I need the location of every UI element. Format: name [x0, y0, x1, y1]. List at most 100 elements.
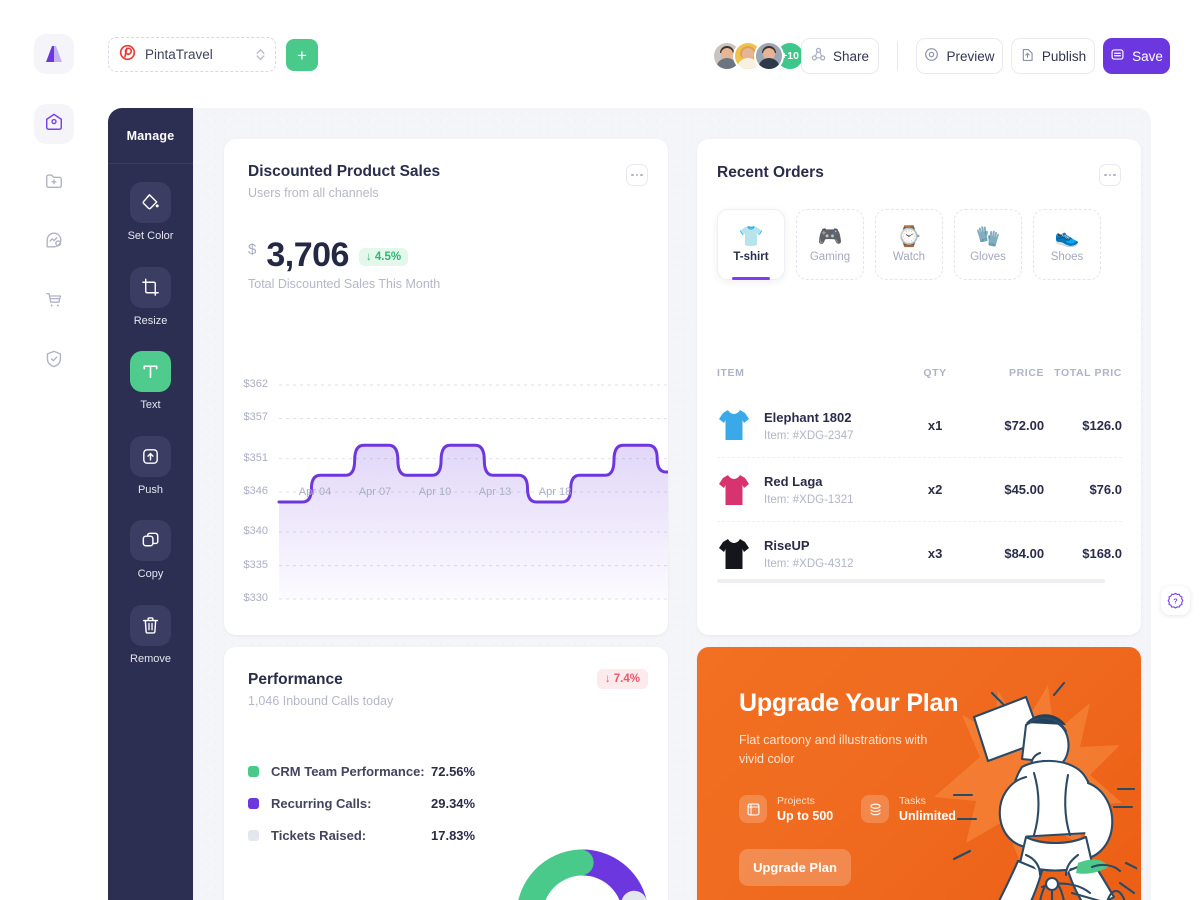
rail-item-new-folder[interactable] [34, 163, 74, 203]
share-nodes-icon [811, 47, 826, 65]
copy-icon [130, 520, 171, 561]
sales-value: 3,706 [266, 236, 349, 274]
legend-swatch [248, 829, 259, 841]
y-axis-tick: $335 [243, 558, 268, 571]
card-title: Performance [248, 671, 343, 688]
rail-item-security[interactable] [34, 341, 74, 381]
project-select[interactable]: PintaTravel [108, 37, 276, 72]
upgrade-subtitle: Flat cartoony and illustrations with viv… [739, 733, 928, 766]
product-thumbnail [717, 536, 751, 572]
tool-resize[interactable]: Resize [108, 267, 193, 327]
category-label: Gaming [809, 250, 851, 263]
more-options-icon[interactable] [1099, 164, 1121, 186]
save-label: Save [1132, 48, 1163, 64]
tool-push[interactable]: Push [108, 436, 193, 496]
order-total: $126.0 [1082, 417, 1122, 433]
product-id: Item: #XDG-2347 [764, 429, 854, 442]
legend-swatch [248, 765, 259, 777]
performance-delta-badge: ↓ 7.4% [596, 669, 648, 689]
toolbar-divider [897, 42, 898, 70]
sales-area-chart [224, 377, 670, 607]
order-qty: x3 [927, 546, 943, 561]
upgrade-plan-button[interactable]: Upgrade Plan [739, 849, 851, 886]
product-id: Item: #XDG-1321 [764, 494, 854, 506]
feature-key: Projects [777, 795, 815, 807]
product-thumbnail [717, 472, 751, 508]
save-disk-icon [1110, 47, 1125, 65]
feature-value: Up to 500 [777, 809, 834, 823]
upgrade-plan-card: Upgrade Your Plan Flat cartoony and illu… [697, 647, 1141, 900]
category-label: Gloves [970, 250, 1006, 263]
product-name: Elephant 1802 [764, 409, 852, 425]
x-axis-tick: Apr 10 [418, 486, 452, 498]
more-options-icon[interactable] [626, 164, 648, 186]
upgrade-feature-tasks: Tasks Unlimited [861, 795, 956, 823]
chevron-updown-icon[interactable] [256, 48, 265, 61]
product-thumbnail [717, 407, 751, 443]
tool-label: Copy [137, 568, 164, 580]
save-button[interactable]: Save [1103, 38, 1170, 74]
column-header-item: ITEM [717, 367, 745, 379]
left-icon-rail [0, 100, 108, 900]
order-total: $76.0 [1089, 482, 1122, 497]
text-tool-icon [130, 351, 171, 392]
y-axis-tick: $340 [243, 525, 268, 538]
table-row[interactable]: RiseUP Item: #XDG-4312 x3 $84.00 $168.0 [717, 521, 1122, 585]
product-name: Red Laga [764, 474, 823, 489]
category-chip-watch[interactable]: ⌚ Watch [875, 209, 943, 280]
preview-button[interactable]: Preview [916, 38, 1003, 74]
tool-remove[interactable]: Remove [108, 605, 193, 665]
order-price: $84.00 [1004, 546, 1045, 561]
category-chip-shoes[interactable]: 👟 Shoes [1033, 209, 1101, 280]
table-row[interactable]: Red Laga Item: #XDG-1321 x2 $45.00 $76.0 [717, 457, 1122, 521]
orders-horizontal-scrollbar[interactable] [717, 579, 1105, 583]
legend-label: Recurring Calls: [271, 795, 372, 811]
tool-set-color[interactable]: Set Color [108, 182, 193, 242]
rail-item-home[interactable] [34, 104, 74, 144]
sales-delta-badge: ↓ 4.5% [358, 248, 409, 266]
legend-item: Tickets Raised: 17.83% [248, 819, 475, 851]
category-chip-t-shirt[interactable]: 👕 T-shirt [717, 209, 785, 280]
tool-copy[interactable]: Copy [108, 520, 193, 580]
upgrade-feature-projects: Projects Up to 500 [739, 795, 833, 823]
add-project-button[interactable]: + [286, 39, 318, 71]
publish-label: Publish [1041, 48, 1087, 64]
manage-panel-title: Manage [126, 129, 175, 143]
y-axis-tick: $346 [243, 485, 268, 497]
category-chip-gaming[interactable]: 🎮 Gaming [796, 209, 864, 280]
eye-circle-icon [924, 47, 939, 65]
avatar [754, 41, 784, 71]
feature-key: Tasks [899, 795, 926, 807]
column-header-price: PRICE [1009, 367, 1045, 379]
rail-item-cart[interactable] [34, 282, 74, 322]
y-axis-tick: $330 [243, 592, 268, 604]
table-row[interactable]: Elephant 1802 Item: #XDG-2347 x1 $72.00 $126… [717, 393, 1122, 457]
svg-text:?: ? [1173, 598, 1177, 606]
category-icon: 👕 [738, 225, 764, 248]
orders-table-header: ITEM QTY PRICE TOTAL PRIC [717, 367, 1122, 393]
x-axis-tick: Apr 13 [478, 486, 512, 498]
orders-table: ITEM QTY PRICE TOTAL PRIC Elephant 1802 I… [717, 367, 1122, 585]
discounted-sales-card: Discounted Product Sales Users from all … [224, 139, 670, 635]
publish-button[interactable]: Publish [1011, 38, 1095, 74]
shield-check-icon [44, 349, 64, 374]
app-logo-icon[interactable] [34, 34, 74, 74]
product-id: Item: #XDG-4312 [764, 558, 854, 570]
column-header-qty: QTY [923, 367, 947, 379]
rail-item-analytics[interactable] [34, 222, 74, 262]
currency-symbol: $ [248, 241, 257, 258]
category-chip-gloves[interactable]: 🧤 Gloves [954, 209, 1022, 280]
card-subtitle: Users from all channels [248, 186, 379, 200]
tool-text[interactable]: Text [108, 351, 193, 411]
tool-label: Set Color [127, 230, 174, 242]
help-question-badge-icon[interactable]: ? [1161, 586, 1190, 615]
share-button[interactable]: Share [801, 38, 879, 74]
avatar-group[interactable]: +10 [712, 40, 805, 72]
performance-legend: CRM Team Performance: 72.56% Recurring Cal… [248, 755, 475, 851]
category-label: Watch [892, 250, 926, 263]
performance-donut-chart [510, 843, 655, 900]
column-header-total: TOTAL PRIC [1054, 367, 1122, 379]
category-icon: 👟 [1054, 225, 1080, 248]
legend-item: Recurring Calls: 29.34% [248, 787, 475, 819]
product-name: RiseUP [764, 538, 810, 553]
